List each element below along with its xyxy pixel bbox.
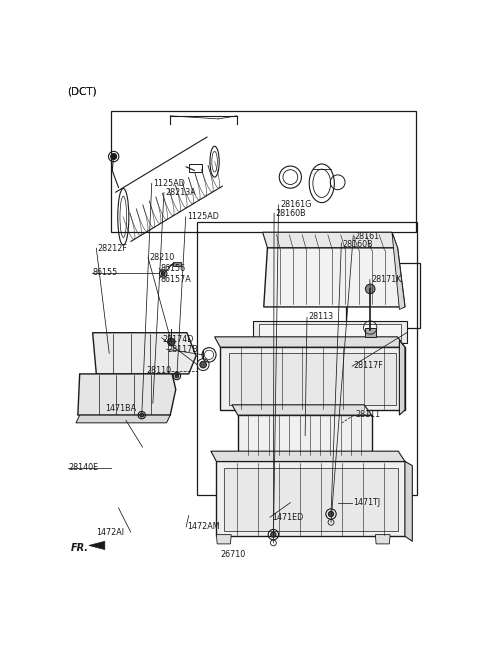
- Bar: [111, 111, 416, 232]
- Polygon shape: [220, 347, 405, 410]
- Polygon shape: [264, 248, 405, 307]
- Bar: [346, 263, 420, 328]
- Text: 28140E: 28140E: [69, 463, 99, 472]
- Text: 1471TJ: 1471TJ: [353, 498, 380, 507]
- Text: 1472AI: 1472AI: [96, 528, 124, 537]
- Polygon shape: [93, 332, 196, 374]
- Circle shape: [365, 284, 375, 294]
- Text: 28161G: 28161G: [280, 201, 312, 209]
- Text: 86155: 86155: [93, 268, 118, 278]
- Text: 26710: 26710: [220, 550, 245, 559]
- Polygon shape: [76, 415, 170, 423]
- Text: 1125AD: 1125AD: [187, 212, 219, 221]
- Polygon shape: [211, 451, 405, 462]
- Text: 1472AM: 1472AM: [187, 522, 219, 531]
- Text: 28111: 28111: [355, 409, 380, 419]
- Text: 28161: 28161: [354, 232, 379, 241]
- Polygon shape: [216, 535, 231, 544]
- Text: 28212F: 28212F: [97, 244, 127, 253]
- Text: 28113: 28113: [308, 312, 333, 320]
- Circle shape: [140, 413, 144, 417]
- Text: 28210: 28210: [149, 253, 174, 262]
- Polygon shape: [375, 535, 390, 544]
- Bar: [189, 165, 202, 172]
- Polygon shape: [238, 415, 372, 456]
- Text: 28174D: 28174D: [163, 335, 194, 344]
- Circle shape: [168, 339, 175, 346]
- Circle shape: [161, 272, 165, 276]
- Text: (DCT): (DCT): [67, 86, 96, 96]
- Polygon shape: [216, 462, 405, 536]
- Text: (DCT): (DCT): [67, 86, 96, 96]
- Polygon shape: [224, 468, 397, 531]
- Text: 28213A: 28213A: [166, 188, 196, 197]
- Circle shape: [175, 374, 179, 378]
- Polygon shape: [215, 337, 405, 347]
- Bar: [365, 328, 376, 337]
- Circle shape: [200, 361, 206, 368]
- Bar: [173, 262, 181, 266]
- Polygon shape: [259, 324, 401, 341]
- Text: 28171K: 28171K: [371, 275, 401, 284]
- Text: 1125AD: 1125AD: [153, 179, 185, 188]
- Polygon shape: [263, 232, 397, 248]
- Text: 1471ED: 1471ED: [272, 512, 303, 522]
- Polygon shape: [232, 405, 372, 415]
- Text: 1471BA: 1471BA: [106, 405, 137, 413]
- Circle shape: [271, 532, 276, 537]
- Polygon shape: [392, 232, 405, 310]
- Circle shape: [328, 511, 334, 516]
- Text: 28117B: 28117B: [168, 345, 198, 354]
- Polygon shape: [405, 462, 412, 541]
- Circle shape: [111, 154, 117, 159]
- Polygon shape: [399, 341, 405, 415]
- Text: 28110: 28110: [146, 367, 171, 375]
- Text: 28117F: 28117F: [353, 361, 383, 370]
- Polygon shape: [229, 353, 396, 405]
- Polygon shape: [253, 321, 407, 343]
- Text: 86156: 86156: [161, 264, 186, 273]
- Text: 86157A: 86157A: [161, 274, 192, 284]
- Text: 28160B: 28160B: [276, 209, 306, 217]
- Polygon shape: [89, 541, 105, 549]
- Text: 28160B: 28160B: [343, 240, 373, 249]
- Polygon shape: [78, 374, 176, 415]
- Bar: [197, 222, 417, 495]
- Text: FR.: FR.: [71, 543, 88, 553]
